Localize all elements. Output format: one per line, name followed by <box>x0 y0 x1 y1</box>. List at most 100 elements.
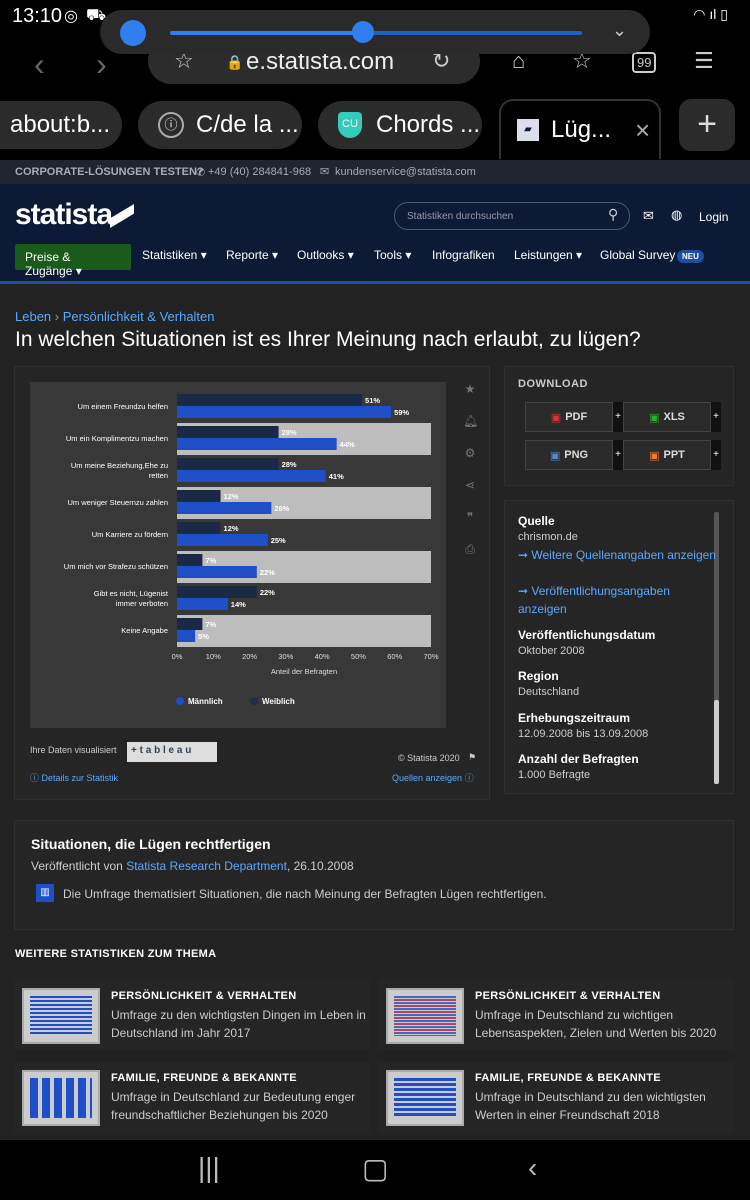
breadcrumb-leben[interactable]: Leben <box>15 309 52 324</box>
flag-icon[interactable]: ⚑ <box>468 752 477 762</box>
mail-icon[interactable]: ✉ <box>643 208 654 223</box>
menu-global-survey[interactable]: Global Survey <box>600 248 675 262</box>
search-input[interactable]: Statistiken durchsuchen <box>394 202 630 230</box>
recent-apps-icon[interactable]: ||| <box>198 1152 220 1183</box>
data-label: 51% <box>365 396 380 405</box>
tableau-button[interactable]: + t a b l e a u <box>127 742 217 762</box>
bookmark-star-icon[interactable]: ☆ <box>174 48 194 73</box>
stat-card[interactable]: PERSÖNLICHKEIT & VERHALTEN Umfrage zu de… <box>14 980 370 1050</box>
home-icon[interactable]: ⌂ <box>512 48 526 73</box>
data-label: 28% <box>282 460 297 469</box>
email-address[interactable]: kundenservice@statista.com <box>335 166 476 178</box>
page-title: In welchen Situationen ist es Ihrer Mein… <box>15 328 641 351</box>
close-tab-icon[interactable]: × <box>635 114 651 145</box>
menu-preise-button[interactable]: Preise & Zugänge ▾ <box>15 244 131 278</box>
globe-icon[interactable]: ◍ <box>671 207 683 222</box>
info-scrollbar-thumb[interactable] <box>714 700 719 784</box>
menu-tools[interactable]: Tools ▾ <box>374 248 412 262</box>
menu-outlooks[interactable]: Outlooks ▾ <box>297 248 354 262</box>
download-png[interactable]: ▣ PNG + <box>525 440 623 470</box>
legend-dot <box>176 697 184 705</box>
card-category: PERSÖNLICHKEIT & VERHALTEN <box>475 990 661 1002</box>
menu-icon[interactable]: ☰ <box>694 48 714 73</box>
bar-weiblich <box>177 586 257 598</box>
corporate-cta[interactable]: CORPORATE-LÖSUNGEN TESTEN? <box>15 166 204 178</box>
stat-card[interactable]: FAMILIE, FREUNDE & BEKANNTE Umfrage in D… <box>378 1062 734 1132</box>
menu-label: Leistungen <box>514 248 573 262</box>
published-by-link[interactable]: Statista Research Department <box>126 859 287 873</box>
play-icon[interactable] <box>120 20 146 46</box>
breadcrumb-separator: › <box>54 309 60 324</box>
category-label: Keine Angabe <box>121 626 168 635</box>
menu-leistungen[interactable]: Leistungen ▾ <box>514 248 583 262</box>
tab-statista-active[interactable]: ▰ Lüg... × <box>499 99 661 159</box>
quote-icon[interactable]: ❞ <box>466 510 474 524</box>
more-sources-link[interactable]: ➞ Weitere Quellenangaben anzeigen <box>518 548 716 562</box>
png-plus-button[interactable]: + <box>613 440 623 470</box>
tab-count-icon[interactable]: 99 <box>632 52 657 73</box>
xls-button[interactable]: ▣ XLS <box>623 402 711 432</box>
tab-about[interactable]: about:b... <box>0 101 122 149</box>
share-icon[interactable]: ⋖ <box>464 478 476 492</box>
info-scrollbar[interactable] <box>714 512 719 784</box>
pdf-button[interactable]: ▣ PDF <box>525 402 613 432</box>
details-link[interactable]: ⓘ Details zur Statistik <box>30 773 119 783</box>
bar-chart[interactable]: Um einem Freundzu helfen Um ein Komplimen… <box>30 382 446 728</box>
card-text[interactable]: Umfrage in Deutschland zu wichtigen Lebe… <box>475 1008 717 1040</box>
menu-reporte[interactable]: Reporte ▾ <box>226 248 279 262</box>
tab-label: Lüg... <box>551 116 612 143</box>
breadcrumb-persoenlichkeit[interactable]: Persönlichkeit & Verhalten <box>62 309 215 324</box>
card-text[interactable]: Umfrage in Deutschland zur Bedeutung eng… <box>111 1090 356 1122</box>
back-button-icon[interactable]: ‹ <box>528 1152 538 1183</box>
bar-weiblich <box>177 394 363 406</box>
star-icon[interactable]: ★ <box>464 382 476 396</box>
sources-link[interactable]: Quellen anzeigen ⓘ <box>392 773 474 783</box>
pdf-plus-button[interactable]: + <box>613 402 623 432</box>
favorites-icon[interactable]: ☆ <box>572 48 592 73</box>
tab-chords[interactable]: CU Chords ... <box>318 101 482 149</box>
phone-number[interactable]: +49 (40) 284841-968 <box>208 166 312 178</box>
menu-infografiken[interactable]: Infografiken <box>432 248 495 262</box>
category-label: Um einem Freundzu helfen <box>78 402 168 411</box>
card-category: FAMILIE, FREUNDE & BEKANNTE <box>475 1072 661 1084</box>
forward-arrow-icon[interactable]: › <box>96 46 107 82</box>
media-progress-knob[interactable] <box>352 21 374 43</box>
bell-icon[interactable]: 🔔︎ <box>463 414 479 428</box>
publication-info-link[interactable]: ➞ Veröffentlichungsangaben anzeigen <box>518 584 670 616</box>
status-icons: ◎ ⛟ <box>64 6 106 26</box>
whatsapp-icon: ◎ <box>64 8 78 25</box>
statista-logo[interactable]: statista <box>15 198 113 231</box>
data-label: 12% <box>224 524 239 533</box>
menu-label: Infografiken <box>432 248 495 262</box>
ppt-button[interactable]: ▣ PPT <box>623 440 711 470</box>
stat-card[interactable]: PERSÖNLICHKEIT & VERHALTEN Umfrage in De… <box>378 980 734 1050</box>
new-tab-button[interactable]: + <box>679 99 735 151</box>
png-button[interactable]: ▣ PNG <box>525 440 613 470</box>
card-thumbnail <box>22 1070 100 1126</box>
home-button-icon[interactable]: ▢ <box>362 1153 389 1184</box>
ppt-plus-button[interactable]: + <box>711 440 721 470</box>
download-pdf[interactable]: ▣ PDF + <box>525 402 623 432</box>
category-label: Um Karriere zu fördern <box>92 530 168 539</box>
settings-icon[interactable]: ⚙ <box>464 446 476 460</box>
card-text[interactable]: Umfrage zu den wichtigsten Dingen im Leb… <box>111 1008 366 1040</box>
chevron-down-icon[interactable]: ⌄ <box>612 20 628 40</box>
reload-icon[interactable]: ↻ <box>432 48 451 73</box>
print-icon[interactable]: ⎙ <box>465 542 475 556</box>
sources-label: Quellen anzeigen <box>392 773 463 783</box>
car-icon: ⛟ <box>85 7 107 24</box>
new-badge: NEU <box>677 250 704 263</box>
data-label: 41% <box>329 472 344 481</box>
download-xls[interactable]: ▣ XLS + <box>623 402 721 432</box>
quelle-label: Quelle <box>518 514 555 528</box>
card-category: PERSÖNLICHKEIT & VERHALTEN <box>111 990 297 1002</box>
login-link[interactable]: Login <box>699 210 729 224</box>
search-icon[interactable]: ⚲ <box>608 206 619 222</box>
xls-plus-button[interactable]: + <box>711 402 721 432</box>
tab-cdela[interactable]: ⓘ C/de la ... <box>138 101 302 149</box>
card-text[interactable]: Umfrage in Deutschland zu den wichtigste… <box>475 1090 706 1122</box>
menu-statistiken[interactable]: Statistiken ▾ <box>142 248 207 262</box>
download-ppt[interactable]: ▣ PPT + <box>623 440 721 470</box>
back-arrow-icon[interactable]: ‹ <box>34 46 45 82</box>
stat-card[interactable]: FAMILIE, FREUNDE & BEKANNTE Umfrage in D… <box>14 1062 370 1132</box>
